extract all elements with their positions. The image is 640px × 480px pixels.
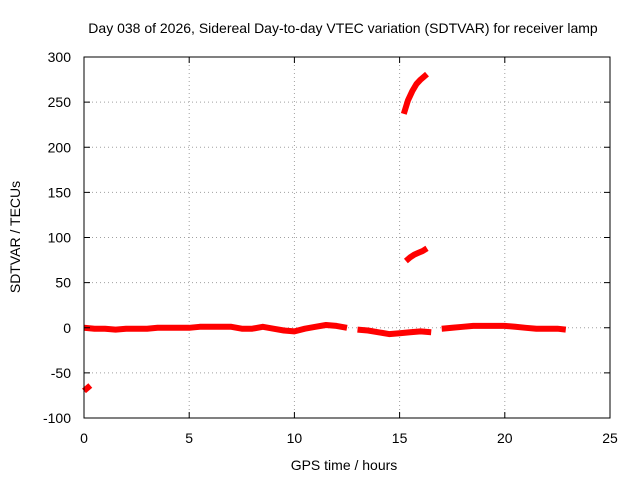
y-tick-label: 200 (48, 139, 72, 155)
axis-ticks: 0 5 10 15 20 25 -100 -50 0 50 100 150 200 250 300 (43, 49, 618, 446)
data-segment (441, 322, 567, 333)
data-segment (357, 326, 432, 338)
x-tick-label: 0 (80, 430, 88, 446)
chart-title: Day 038 of 2026, Sidereal Day-to-day VTE… (88, 20, 598, 36)
y-tick-label: 100 (48, 230, 72, 246)
grid-lines (84, 57, 610, 418)
y-tick-label: 300 (48, 49, 72, 65)
data-segment (83, 322, 348, 335)
y-tick-label: 50 (55, 275, 71, 291)
y-tick-label: -100 (43, 410, 71, 426)
data-segment (82, 383, 93, 394)
x-tick-label: 20 (497, 430, 513, 446)
y-tick-label: 150 (48, 184, 72, 200)
y-tick-label: -50 (51, 365, 71, 381)
data-segment (403, 245, 429, 264)
y-tick-label: 250 (48, 94, 72, 110)
x-tick-label: 10 (287, 430, 303, 446)
plot-border (83, 56, 611, 419)
x-tick-label: 5 (185, 430, 193, 446)
y-axis-label: SDTVAR / TECUs (7, 181, 23, 293)
data-series (82, 71, 567, 394)
x-axis-label: GPS time / hours (291, 457, 398, 473)
x-tick-label: 25 (602, 430, 618, 446)
x-tick-label: 15 (392, 430, 408, 446)
data-segment (400, 71, 429, 115)
y-tick-label: 0 (63, 320, 71, 336)
